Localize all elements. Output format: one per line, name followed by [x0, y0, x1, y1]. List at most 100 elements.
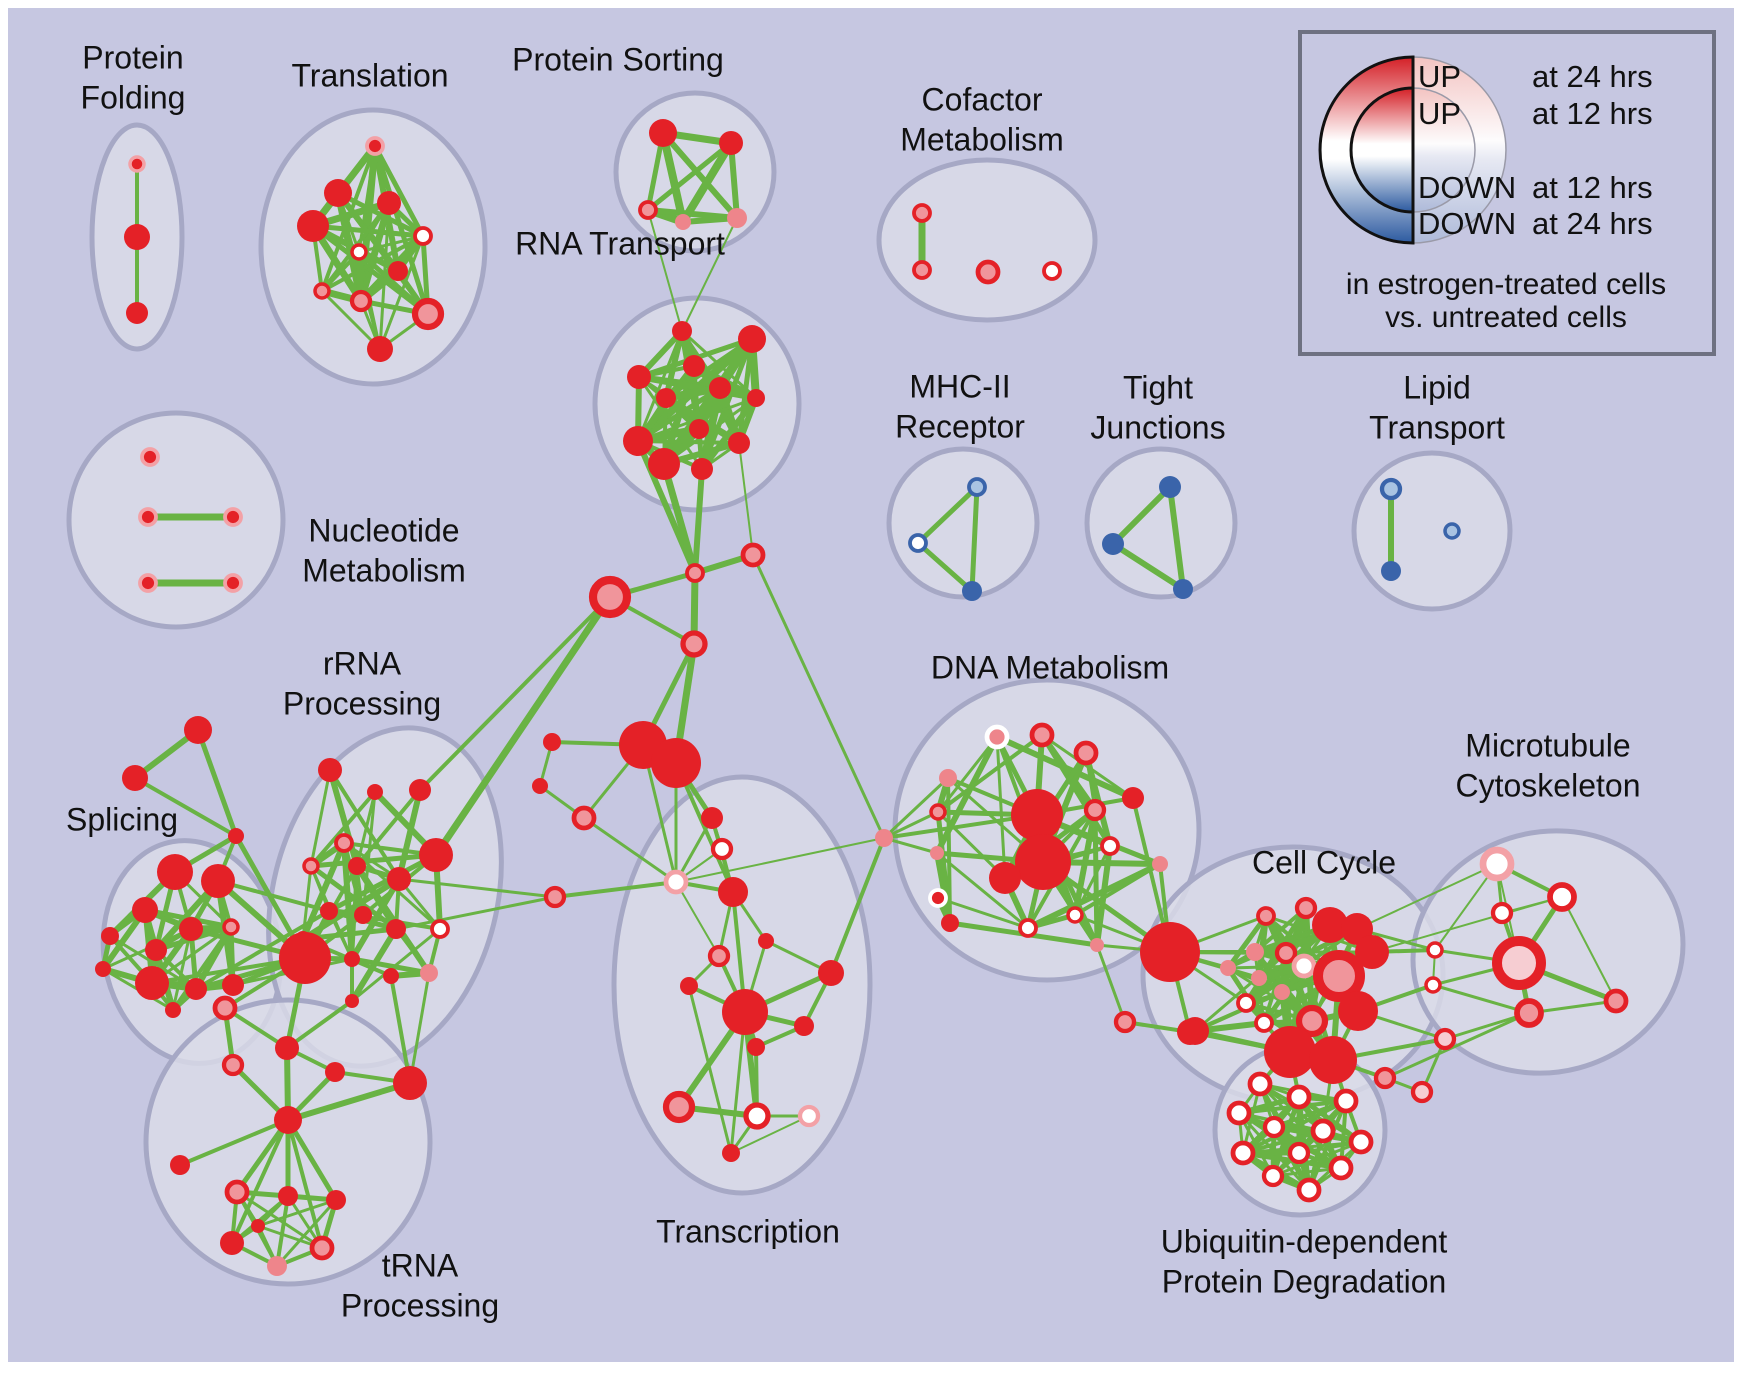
edge — [645, 140, 734, 213]
edge — [355, 788, 422, 868]
edge — [308, 852, 439, 869]
node-ub — [1310, 1118, 1336, 1144]
edge — [692, 466, 705, 576]
edge — [408, 971, 431, 1085]
node-ub — [1230, 1140, 1256, 1166]
node-txn — [663, 869, 689, 895]
edge — [389, 974, 412, 1085]
node-spl — [135, 966, 169, 1000]
node-spl — [101, 927, 119, 945]
node-rrna — [430, 919, 450, 939]
legend-direction-label: UP — [1418, 59, 1461, 94]
node-bridge — [1177, 1019, 1203, 1045]
node-txn — [743, 1102, 771, 1130]
node-tl — [324, 179, 352, 207]
edge — [934, 850, 953, 926]
node-txn — [662, 1090, 696, 1124]
node-cof — [912, 260, 932, 280]
node-bridge — [1373, 1066, 1397, 1090]
node-bridge — [543, 885, 567, 909]
node-tl — [350, 243, 368, 261]
node-bridge — [588, 575, 632, 619]
node-cc — [1274, 941, 1298, 965]
node-dna — [1015, 834, 1071, 890]
node-rrna — [387, 867, 411, 891]
cluster-spl-label: Splicing — [66, 801, 178, 837]
edge — [1094, 843, 1113, 948]
edge — [1110, 484, 1173, 547]
node-rrna — [334, 833, 354, 853]
edge — [1241, 1129, 1325, 1155]
cluster-trna-label: Processing — [341, 1287, 499, 1323]
legend-direction-label: DOWN — [1418, 170, 1516, 205]
node-spl — [165, 1002, 181, 1018]
edge — [636, 439, 741, 445]
node-tl — [388, 261, 408, 281]
node-dna — [1152, 856, 1168, 872]
node-ps — [719, 131, 743, 155]
node-spl — [132, 897, 158, 923]
edge — [660, 130, 740, 221]
node-nuc — [223, 507, 243, 527]
node-trna — [309, 1235, 335, 1261]
edge — [326, 852, 439, 914]
edge — [432, 593, 614, 859]
edge — [357, 234, 425, 254]
legend-time-label: at 24 hrs — [1532, 59, 1653, 94]
cluster-ps-label: Protein Sorting — [512, 41, 724, 77]
node-rna — [672, 321, 692, 341]
node-ub — [1287, 1141, 1311, 1165]
edge — [553, 880, 678, 899]
edge — [285, 1117, 339, 1203]
node-txn — [758, 933, 774, 949]
node-trna — [275, 1036, 299, 1060]
edge — [1225, 913, 1269, 971]
node-txn — [747, 1038, 765, 1056]
node-dna — [929, 803, 947, 821]
node-ub — [1247, 1071, 1273, 1097]
node-cc — [1294, 896, 1318, 920]
node-trna — [326, 1190, 346, 1210]
node-rna — [689, 419, 709, 439]
node-bridge — [228, 828, 244, 844]
node-mt — [1433, 1027, 1457, 1051]
cluster-trna-label: tRNA — [382, 1247, 459, 1283]
node-trna — [224, 1179, 250, 1205]
cluster-tj-ellipse — [1084, 446, 1238, 600]
node-tl — [365, 136, 385, 156]
node-bridge — [1410, 1080, 1434, 1104]
node-rrna — [419, 838, 453, 872]
node-bridge — [122, 765, 148, 791]
edge — [195, 727, 239, 839]
node-txn — [722, 1144, 740, 1162]
node-spl — [157, 854, 193, 890]
node-tl — [367, 336, 393, 362]
node-trna — [325, 1062, 345, 1082]
node-rrna — [367, 784, 383, 800]
node-mt — [1603, 988, 1629, 1014]
legend-direction-label: UP — [1418, 96, 1461, 131]
edge — [915, 484, 980, 546]
edge — [675, 837, 885, 883]
edge — [230, 1118, 290, 1245]
legend: UP at 24 hrs UP at 12 hrs DOWN at 12 hrs DOWN a… — [1298, 30, 1716, 356]
node-bridge — [571, 805, 597, 831]
edge — [935, 851, 1030, 930]
edge — [995, 735, 1007, 880]
node-ub — [1296, 1177, 1322, 1203]
edge — [1434, 863, 1498, 951]
node-rna — [623, 426, 653, 456]
node-mhc — [967, 477, 987, 497]
node-txn — [718, 877, 748, 907]
node-ub — [1286, 1084, 1312, 1110]
edge — [1072, 807, 1098, 918]
cluster-pf-label: Protein — [82, 39, 183, 75]
node-cof — [912, 203, 932, 223]
node-lip — [1381, 561, 1401, 581]
node-nuc — [223, 573, 243, 593]
edge — [636, 329, 684, 443]
node-trna — [393, 1066, 427, 1100]
cluster-cof-label: Metabolism — [900, 121, 1064, 157]
